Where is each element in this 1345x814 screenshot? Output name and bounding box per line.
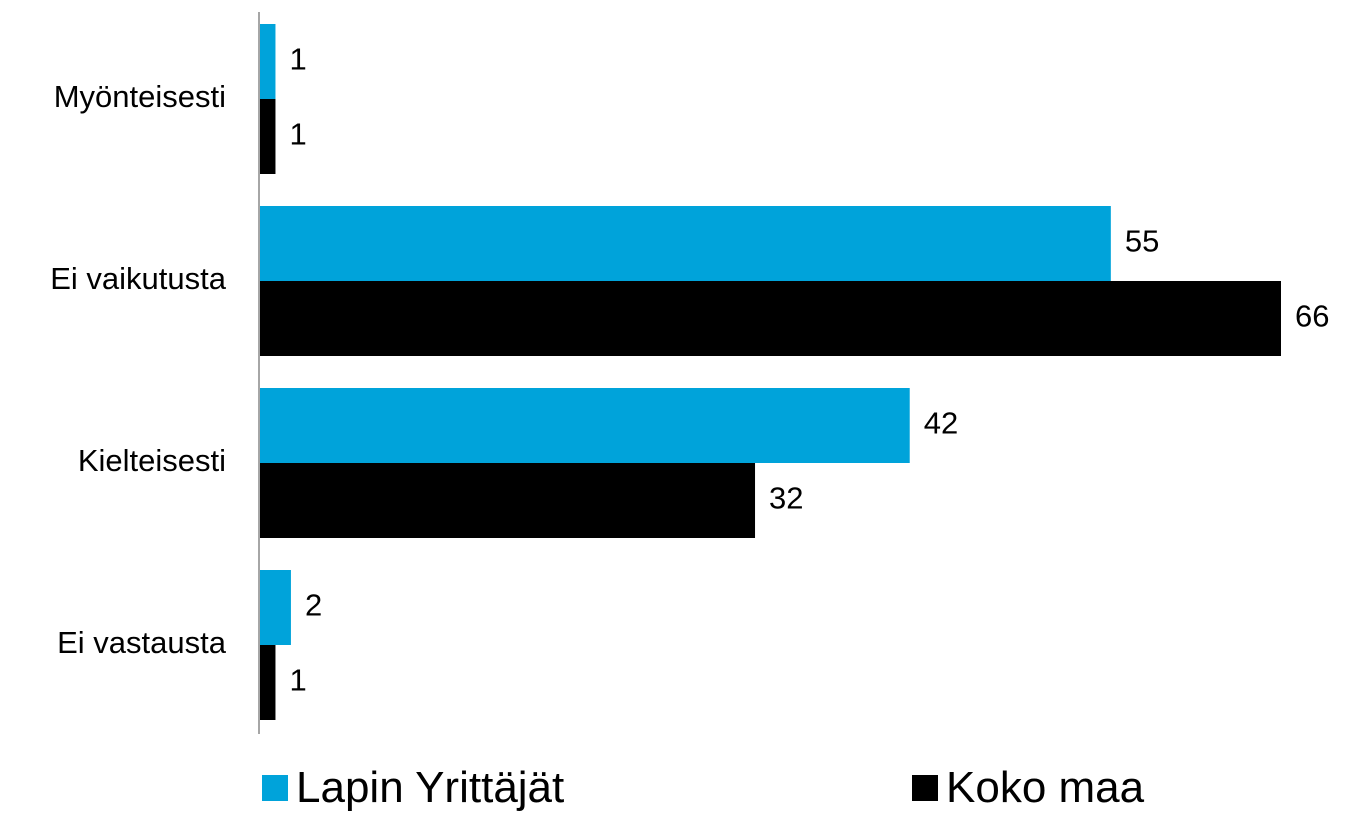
value-label-koko-maa-ei-vastausta: 1 — [289, 663, 306, 698]
bar-koko-maa-ei-vastausta — [260, 645, 276, 720]
bar-lapin-yrittajat-myonteisesti — [260, 24, 276, 99]
legend-swatch-lapin-yrittajat — [262, 775, 288, 801]
bar-lapin-yrittajat-ei-vastausta — [260, 570, 291, 645]
category-label-kielteisesti: Kielteisesti — [78, 443, 226, 478]
bar-koko-maa-kielteisesti — [260, 463, 756, 538]
category-label-myonteisesti: Myönteisesti — [54, 79, 226, 114]
value-label-lapin-yrittajat-ei-vastausta: 2 — [305, 588, 322, 623]
legend-label-lapin-yrittajat: Lapin Yrittäjät — [296, 763, 565, 812]
bars — [260, 24, 1281, 720]
value-label-lapin-yrittajat-myonteisesti: 1 — [289, 42, 306, 77]
bar-lapin-yrittajat-ei-vaikutusta — [260, 206, 1111, 281]
legend: Lapin Yrittäjät Koko maa — [0, 762, 1345, 814]
value-label-lapin-yrittajat-kielteisesti: 42 — [924, 406, 958, 441]
bar-koko-maa-ei-vaikutusta — [260, 281, 1281, 356]
category-label-ei-vastausta: Ei vastausta — [57, 625, 227, 660]
value-label-lapin-yrittajat-ei-vaikutusta: 55 — [1125, 224, 1159, 259]
legend-item-koko-maa: Koko maa — [912, 762, 1144, 814]
value-label-koko-maa-myonteisesti: 1 — [289, 117, 306, 152]
category-label-ei-vaikutusta: Ei vaikutusta — [50, 261, 227, 296]
legend-swatch-koko-maa — [912, 775, 938, 801]
bar-koko-maa-myonteisesti — [260, 99, 276, 174]
bar-lapin-yrittajat-kielteisesti — [260, 388, 910, 463]
value-labels: 1 1 55 66 42 32 2 1 — [289, 42, 1329, 698]
value-label-koko-maa-ei-vaikutusta: 66 — [1295, 299, 1329, 334]
legend-item-lapin-yrittajat: Lapin Yrittäjät — [262, 762, 564, 814]
legend-label-koko-maa: Koko maa — [946, 763, 1145, 812]
category-labels: Myönteisesti Ei vaikutusta Kielteisesti Ei … — [50, 79, 227, 660]
value-label-koko-maa-kielteisesti: 32 — [769, 481, 803, 516]
